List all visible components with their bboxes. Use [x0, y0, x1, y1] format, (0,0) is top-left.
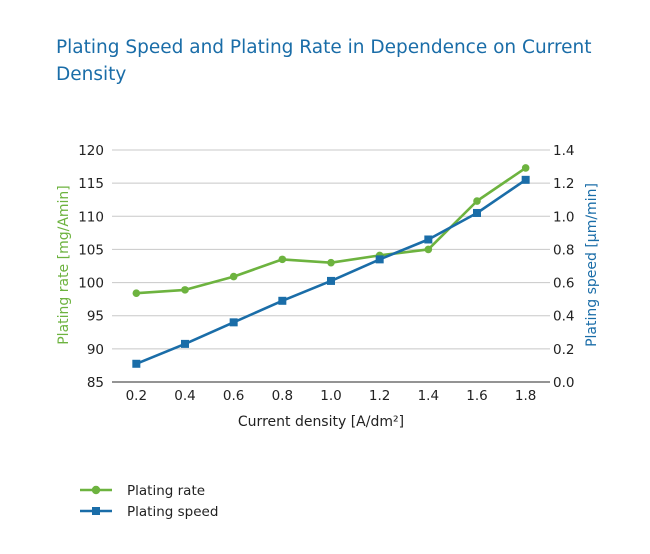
- left-tick-label: 95: [87, 309, 104, 325]
- left-tick-label: 120: [78, 143, 104, 159]
- x-tick-label: 1.8: [515, 388, 536, 404]
- x-tick-label: 0.6: [223, 388, 244, 404]
- data-point-plating-rate: [132, 289, 141, 297]
- right-tick-label: 0.4: [553, 309, 574, 325]
- legend-item-plating-rate: Plating rate: [80, 483, 205, 499]
- right-tick-label: 1.4: [553, 143, 574, 159]
- left-axis-label: Plating rate [mg/Amin]: [56, 185, 72, 345]
- data-point-plating-rate: [473, 197, 481, 205]
- right-tick-label: 0.6: [553, 276, 574, 292]
- left-tick-label: 85: [87, 375, 104, 391]
- right-axis-ticks: 0.0 0.2 0.4 0.6 0.8 1.0 1.2 1.4: [553, 143, 574, 391]
- right-tick-label: 0.0: [553, 375, 574, 391]
- left-tick-label: 115: [78, 176, 104, 192]
- right-tick-label: 1.2: [553, 176, 574, 192]
- x-tick-label: 1.2: [369, 388, 390, 404]
- legend-marker-plating-rate: [91, 485, 101, 495]
- left-axis-ticks: 85 90 95 100 105 110 115 120: [78, 143, 104, 391]
- data-point-plating-rate: [229, 272, 238, 281]
- left-tick-label: 90: [87, 342, 104, 358]
- data-point-plating-speed: [229, 318, 238, 327]
- data-point-plating-rate: [424, 245, 433, 254]
- x-tick-label: 0.2: [126, 388, 147, 404]
- left-tick-label: 105: [78, 242, 104, 258]
- right-tick-label: 0.8: [553, 242, 574, 258]
- legend-label-plating-rate: Plating rate: [127, 483, 205, 499]
- x-axis-label: Current density [A/dm²]: [238, 414, 404, 430]
- data-point-plating-speed: [521, 175, 530, 184]
- left-tick-label: 110: [78, 209, 104, 225]
- data-point-plating-speed: [473, 208, 481, 217]
- legend-label-plating-speed: Plating speed: [127, 504, 218, 520]
- left-tick-label: 100: [78, 276, 104, 292]
- gridlines: [112, 149, 550, 383]
- x-axis-ticks: 0.2 0.4 0.6 0.8 1.0 1.2 1.4 1.6 1.8: [126, 388, 537, 404]
- series-line-plating-speed: [135, 178, 527, 366]
- right-tick-label: 0.2: [553, 342, 574, 358]
- x-tick-label: 1.0: [320, 388, 341, 404]
- data-point-plating-speed: [132, 359, 141, 368]
- right-tick-label: 1.0: [553, 209, 574, 225]
- data-point-plating-speed: [424, 235, 433, 244]
- data-point-plating-speed: [278, 296, 287, 305]
- legend-item-plating-speed: Plating speed: [80, 504, 218, 520]
- data-point-plating-rate: [278, 255, 287, 264]
- series-line-plating-rate: [136, 166, 527, 295]
- data-point-plating-speed: [375, 255, 384, 264]
- x-tick-label: 1.6: [466, 388, 487, 404]
- data-point-plating-rate: [181, 286, 189, 294]
- legend-marker-plating-speed: [92, 507, 100, 515]
- series-layer: [132, 164, 530, 368]
- chart-title: Plating Speed and Plating Rate in Depend…: [56, 37, 592, 85]
- x-tick-label: 0.8: [272, 388, 293, 404]
- data-point-plating-speed: [181, 339, 189, 348]
- data-point-plating-rate: [327, 258, 335, 267]
- right-axis-label: Plating speed [µm/min]: [584, 183, 600, 347]
- legend: Plating rate Plating speed: [80, 483, 218, 520]
- x-tick-label: 0.4: [174, 388, 195, 404]
- x-tick-label: 1.4: [418, 388, 439, 404]
- data-point-plating-rate: [521, 164, 530, 172]
- data-point-plating-speed: [327, 276, 335, 285]
